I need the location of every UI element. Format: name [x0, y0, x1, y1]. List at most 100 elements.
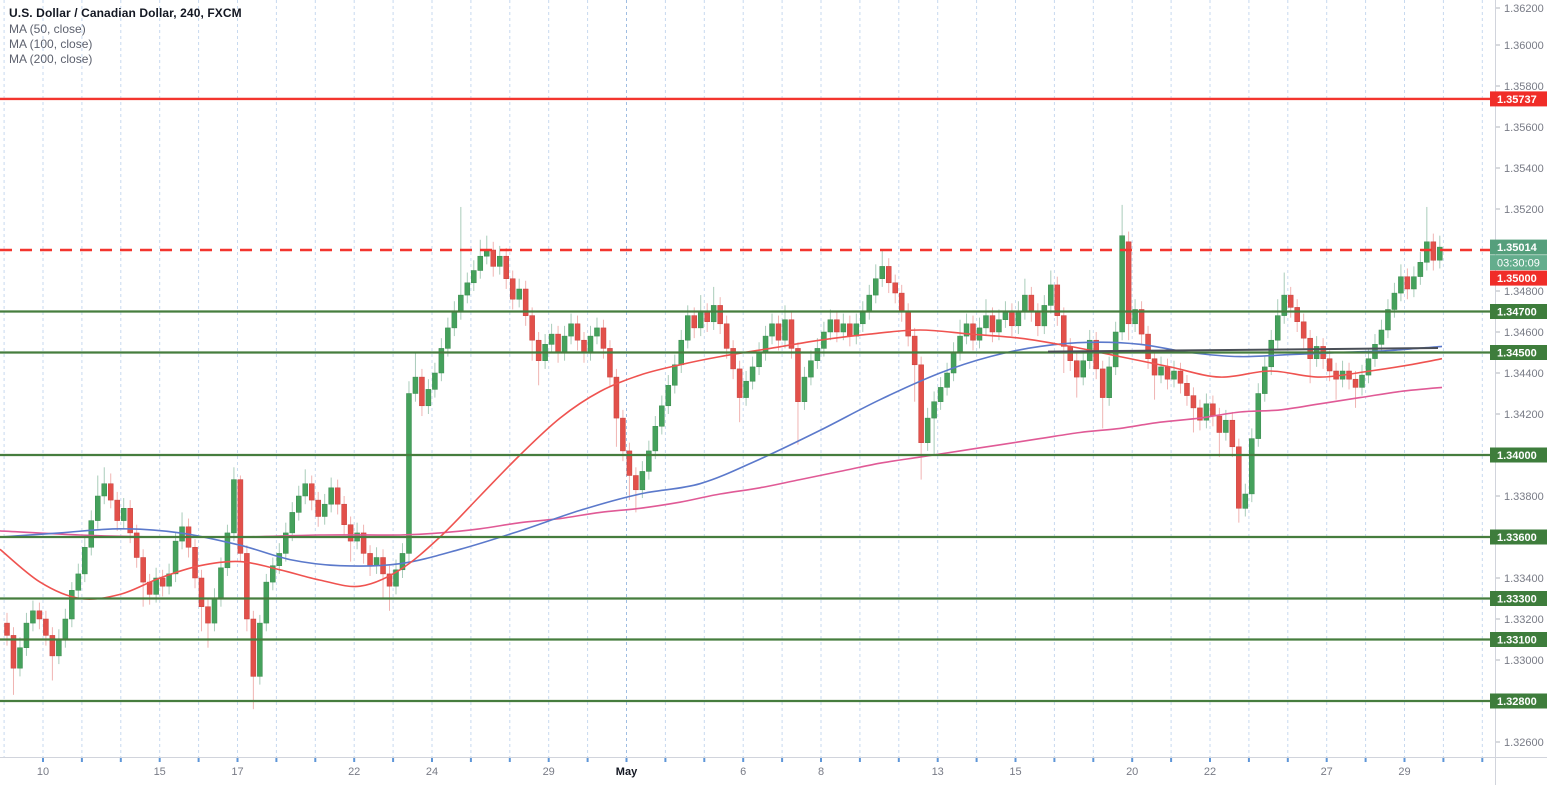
candle-down — [1099, 368, 1106, 398]
price-axis[interactable]: 1.36200 1.36000 1.35800 1.35600 1.35400 1.352… — [1490, 3, 1547, 749]
candle-up — [652, 426, 659, 452]
candle-up — [283, 532, 289, 554]
candle-up — [425, 389, 432, 407]
candle-up — [224, 532, 231, 569]
support-price-label-bg — [1490, 345, 1547, 360]
candle-up — [328, 487, 334, 505]
time-axis-panel[interactable] — [0, 757, 1547, 785]
candle-up — [1015, 311, 1022, 327]
candle-up — [944, 372, 950, 388]
support-price-label-bg — [1490, 693, 1547, 709]
price-tick-label: 1.36200 — [1504, 3, 1544, 15]
candle-up — [743, 380, 749, 398]
price-axis-panel[interactable] — [1495, 0, 1547, 785]
candle-up — [296, 495, 302, 513]
candle-up — [1424, 241, 1430, 263]
candle-down — [308, 483, 315, 501]
candle-down — [1326, 358, 1333, 372]
time-label: 6 — [740, 766, 746, 778]
candle-up — [62, 618, 69, 640]
price-tick-label: 1.35600 — [1504, 122, 1544, 134]
support-price-label: 1.33100 — [1497, 635, 1537, 647]
time-label: 13 — [932, 766, 944, 778]
ma-line-50 — [0, 329, 1443, 601]
candle-down — [1216, 415, 1223, 433]
candle-up — [710, 305, 717, 323]
price-tick-label: 1.35800 — [1504, 81, 1544, 93]
candle-down — [1229, 419, 1236, 448]
price-tick-label: 1.34400 — [1504, 368, 1544, 380]
candle-down — [1352, 378, 1359, 388]
candle-down — [723, 323, 730, 349]
bar-countdown-label-bg — [1490, 255, 1547, 271]
candle-down — [555, 333, 561, 353]
candle-up — [1223, 419, 1229, 433]
candle-up — [95, 495, 101, 521]
price-tick-label: 1.36000 — [1504, 40, 1544, 52]
candle-up — [263, 581, 270, 624]
candle-down — [905, 311, 911, 337]
candle-down — [1177, 370, 1184, 384]
support-price-label-bg — [1490, 591, 1547, 606]
candle-up — [879, 266, 885, 279]
candle-down — [367, 553, 373, 566]
candle-down — [1009, 311, 1015, 327]
candle-down — [114, 499, 120, 521]
candle-up — [432, 372, 438, 390]
candle-down — [1190, 395, 1197, 409]
candle-down — [970, 323, 976, 341]
candle-up — [458, 294, 464, 312]
candle-up — [1437, 246, 1443, 261]
candle-up — [1106, 366, 1112, 398]
candle-up — [101, 483, 107, 497]
candle-up — [88, 520, 95, 548]
time-label: 29 — [543, 766, 555, 778]
candle-up — [82, 547, 88, 575]
candle-down — [198, 577, 205, 607]
candle-up — [963, 323, 970, 337]
candle-up — [873, 278, 879, 296]
candle-down — [1061, 315, 1067, 347]
candle-down — [315, 499, 321, 517]
candle-up — [477, 255, 484, 271]
candle-down — [1210, 403, 1216, 417]
candle-down — [347, 524, 354, 542]
candle-down — [1236, 446, 1242, 509]
price-tick-label: 1.32600 — [1504, 737, 1544, 749]
support-price-label: 1.34000 — [1497, 450, 1537, 462]
time-axis[interactable]: 10 15 17 22 24 29 May 6 8 13 15 20 22 27 29 — [37, 758, 1484, 778]
candle-down — [1073, 360, 1080, 378]
candle-down — [1125, 241, 1132, 325]
candle-up — [1398, 276, 1404, 294]
candle-down — [529, 315, 535, 341]
candle-up — [853, 323, 860, 337]
candle-up — [1274, 315, 1281, 341]
candle-up — [931, 401, 937, 419]
candle-down — [691, 315, 697, 329]
support-price-label: 1.34700 — [1497, 307, 1537, 319]
candle-up — [69, 590, 75, 620]
candle-up — [412, 376, 419, 394]
time-label: 17 — [231, 766, 243, 778]
candle-down — [522, 288, 529, 316]
candle-down — [775, 323, 782, 341]
candle-down — [1294, 307, 1300, 322]
support-price-label: 1.33300 — [1497, 594, 1537, 606]
candle-down — [626, 450, 633, 476]
candle-down — [704, 311, 710, 322]
candle-up — [594, 327, 600, 337]
candle-up — [672, 364, 678, 386]
candle-down — [127, 508, 133, 534]
candle-up — [1119, 235, 1125, 333]
candle-down — [885, 266, 892, 284]
candle-up — [646, 450, 652, 472]
candle-down — [1093, 339, 1099, 370]
support-price-label-bg — [1490, 447, 1547, 463]
candle-down — [1164, 366, 1171, 380]
candle-up — [1385, 309, 1391, 331]
trendline[interactable] — [1047, 346, 1439, 353]
candle-down — [244, 553, 250, 620]
candle-down — [535, 339, 542, 361]
